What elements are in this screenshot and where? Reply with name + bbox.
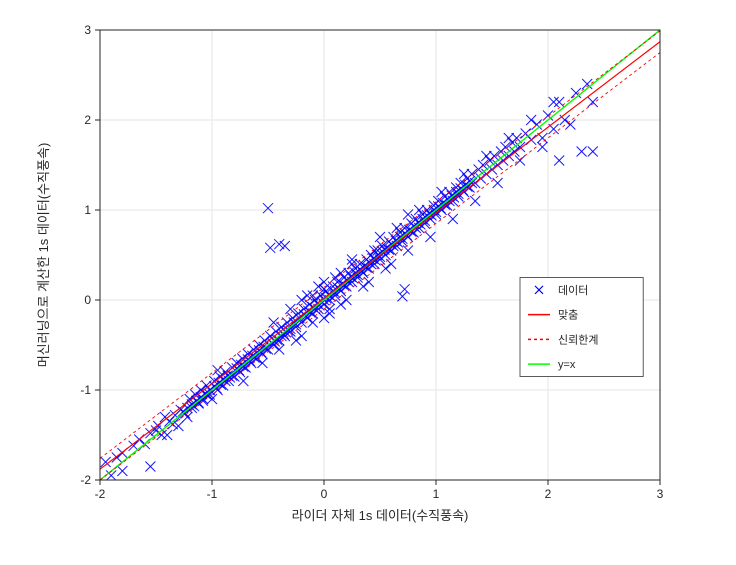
x-axis-label: 라이더 자체 1s 데이터(수직풍속) [292, 508, 469, 523]
y-tick-label: -2 [80, 473, 91, 487]
x-tick-label: 1 [433, 487, 440, 501]
y-axis-label: 머신러닝으로 계산한 1s 데이터(수직풍속) [36, 143, 51, 368]
scatter-chart: -2 -1 0 1 2 3 -2 -1 0 1 2 3 라이더 자체 1s 데이터(수직풍속) 머신러닝으… [0, 0, 736, 565]
y-tick-label: 0 [84, 293, 91, 307]
legend-label: 맞춤 [558, 309, 578, 322]
x-tick-label: 2 [545, 487, 552, 501]
x-tick-label: -1 [207, 487, 218, 501]
x-tick-label: 0 [321, 487, 328, 501]
y-tick-label: 3 [84, 23, 91, 37]
y-tick-label: -1 [80, 383, 91, 397]
x-tick-label: 3 [657, 487, 664, 501]
y-tick-label: 2 [84, 113, 91, 127]
legend-label: y=x [558, 359, 576, 371]
y-tick-label: 1 [84, 203, 91, 217]
legend-label: 데이터 [558, 284, 588, 297]
legend-label: 신뢰한계 [558, 333, 598, 346]
x-tick-label: -2 [95, 487, 106, 501]
legend: 데이터맞춤신뢰한계 y=x [520, 278, 643, 377]
